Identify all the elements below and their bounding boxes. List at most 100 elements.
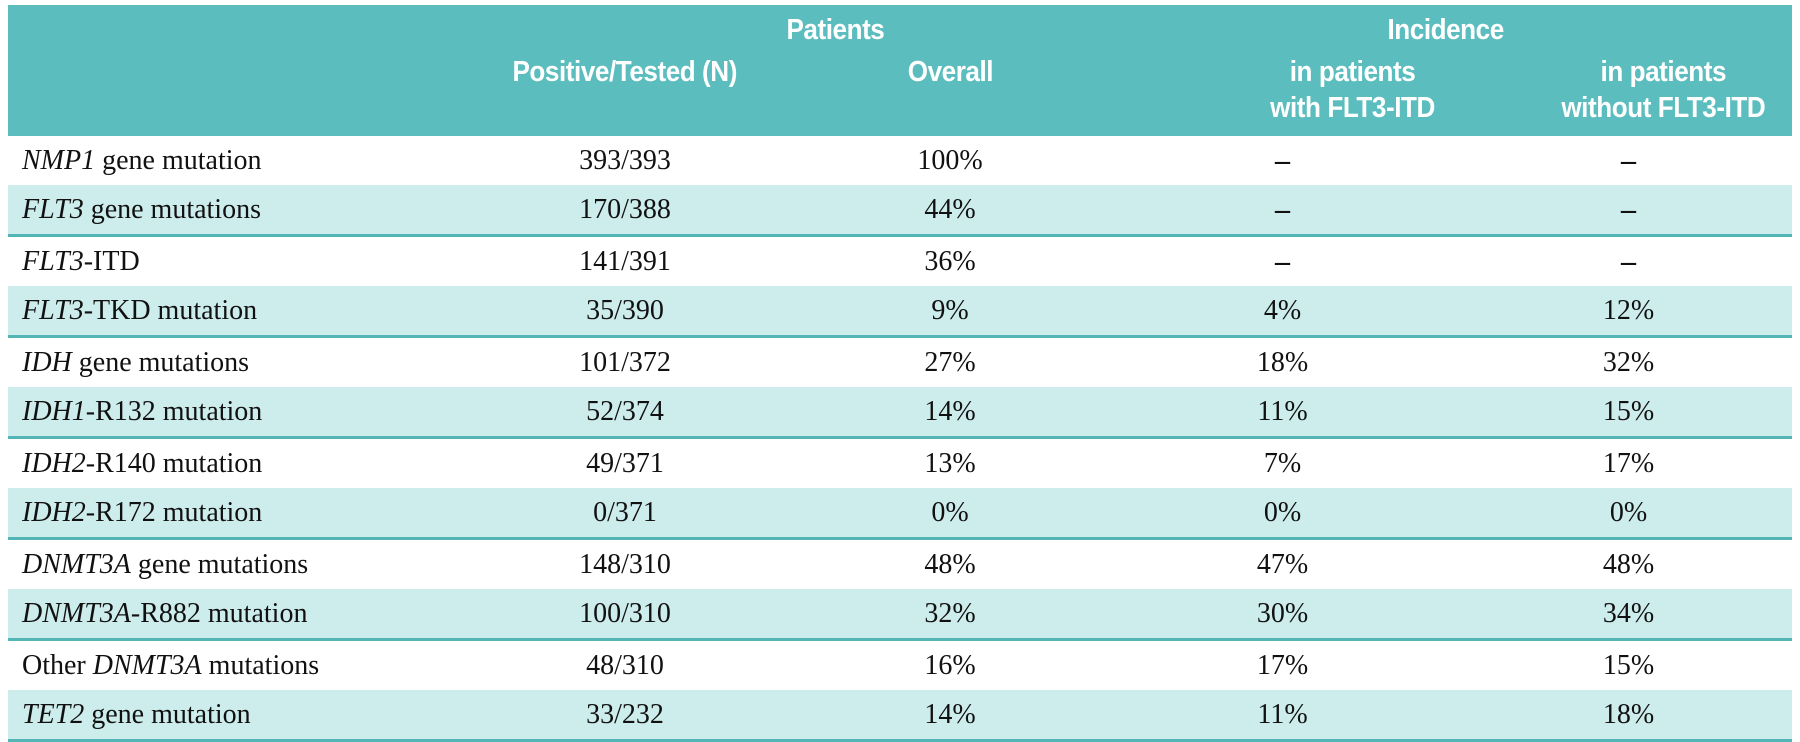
incidence-without-flt3-cell: 32% — [1465, 336, 1793, 387]
gene-symbol: IDH1 — [22, 395, 86, 427]
header-group-row: Patients Incidence — [8, 5, 1793, 54]
incidence-without-flt3-cell: 34% — [1465, 589, 1793, 641]
row-label: FLT3 gene mutations — [8, 185, 450, 237]
label-text: -ITD — [83, 245, 140, 277]
gene-symbol: FLT3 — [22, 245, 84, 277]
incidence-without-flt3-cell: 12% — [1465, 286, 1793, 338]
gene-symbol: DNMT3A — [22, 597, 131, 629]
label-text: -R172 mutation — [85, 496, 263, 528]
row-label: FLT3-ITD — [8, 235, 450, 286]
overall-cell: 9% — [800, 286, 1101, 338]
overall-cell: 100% — [800, 136, 1101, 185]
positive-tested-cell: 101/372 — [450, 336, 800, 387]
incidence-with-flt3-cell: 17% — [1100, 639, 1466, 690]
row-label: FLT3-TKD mutation — [8, 286, 450, 338]
table-row: NMP1 gene mutation 393/393 100% – – — [8, 136, 1793, 185]
incidence-without-flt3-cell: 17% — [1465, 437, 1793, 488]
row-label: DNMT3A-R882 mutation — [8, 589, 450, 641]
overall-cell: 27% — [800, 336, 1101, 387]
gene-symbol: IDH — [22, 346, 72, 378]
table-row: DNMT3A-R882 mutation 100/310 32% 30% 34% — [8, 589, 1793, 641]
col-header-overall: Overall — [800, 54, 1101, 136]
table-row: DNMT3A gene mutations 148/310 48% 47% 48% — [8, 538, 1793, 589]
mutation-incidence-table: Patients Incidence Positive/Tested (N) O… — [8, 5, 1793, 742]
incidence-without-flt3-cell: – — [1465, 185, 1793, 237]
incidence-with-flt3-cell: 4% — [1100, 286, 1466, 338]
col-header-with-flt3: in patients with FLT3-ITD — [1100, 54, 1466, 136]
label-text: gene mutations — [130, 548, 309, 580]
overall-cell: 14% — [800, 690, 1101, 742]
incidence-without-flt3-cell: 18% — [1465, 690, 1793, 742]
label-text: -R140 mutation — [85, 447, 263, 479]
label-text: mutations — [201, 649, 320, 681]
overall-cell: 32% — [800, 589, 1101, 641]
positive-tested-cell: 33/232 — [450, 690, 800, 742]
positive-tested-cell: 100/310 — [450, 589, 800, 641]
incidence-with-flt3-cell: 30% — [1100, 589, 1466, 641]
table-figure: Patients Incidence Positive/Tested (N) O… — [8, 5, 1793, 742]
row-label: TET2 gene mutation — [8, 690, 450, 742]
positive-tested-cell: 52/374 — [450, 387, 800, 439]
table-row: IDH gene mutations 101/372 27% 18% 32% — [8, 336, 1793, 387]
positive-tested-cell: 0/371 — [450, 488, 800, 540]
overall-cell: 14% — [800, 387, 1101, 439]
incidence-with-flt3-cell: 47% — [1100, 538, 1466, 589]
incidence-with-flt3-cell: – — [1100, 185, 1466, 237]
incidence-without-flt3-cell: – — [1465, 136, 1793, 185]
overall-cell: 36% — [800, 235, 1101, 286]
label-text: -R132 mutation — [85, 395, 263, 427]
patients-group-cell: Patients — [450, 5, 1101, 54]
gene-symbol: IDH2 — [22, 496, 86, 528]
positive-tested-cell: 170/388 — [450, 185, 800, 237]
overall-cell: 48% — [800, 538, 1101, 589]
table-row: FLT3-ITD 141/391 36% – – — [8, 235, 1793, 286]
incidence-with-flt3-cell: 11% — [1100, 387, 1466, 439]
gene-symbol: FLT3 — [22, 193, 84, 225]
overall-cell: 16% — [800, 639, 1101, 690]
positive-tested-cell: 48/310 — [450, 639, 800, 690]
gene-symbol: FLT3 — [22, 294, 84, 326]
row-label: NMP1 gene mutation — [8, 136, 450, 185]
patients-group-label: Patients — [786, 14, 884, 46]
positive-tested-cell: 148/310 — [450, 538, 800, 589]
incidence-without-flt3-cell: 0% — [1465, 488, 1793, 540]
incidence-without-flt3-cell: – — [1465, 235, 1793, 286]
incidence-group-cell: Incidence — [1100, 5, 1793, 54]
overall-cell: 0% — [800, 488, 1101, 540]
row-label: IDH2-R140 mutation — [8, 437, 450, 488]
incidence-without-flt3-cell: 48% — [1465, 538, 1793, 589]
label-text: gene mutations — [71, 346, 250, 378]
header-spacer-cell — [8, 54, 450, 136]
positive-tested-cell: 393/393 — [450, 136, 800, 185]
overall-cell: 13% — [800, 437, 1101, 488]
label-text: -R882 mutation — [130, 597, 308, 629]
table-row: IDH2-R140 mutation 49/371 13% 7% 17% — [8, 437, 1793, 488]
incidence-with-flt3-cell: 18% — [1100, 336, 1466, 387]
incidence-with-flt3-cell: 7% — [1100, 437, 1466, 488]
row-label: DNMT3A gene mutations — [8, 538, 450, 589]
positive-tested-cell: 141/391 — [450, 235, 800, 286]
row-label: Other DNMT3A mutations — [8, 639, 450, 690]
incidence-with-flt3-cell: 11% — [1100, 690, 1466, 742]
incidence-with-flt3-cell: – — [1100, 235, 1466, 286]
table-row: IDH2-R172 mutation 0/371 0% 0% 0% — [8, 488, 1793, 540]
label-text: -TKD mutation — [83, 294, 258, 326]
incidence-without-flt3-cell: 15% — [1465, 639, 1793, 690]
gene-symbol: DNMT3A — [22, 548, 131, 580]
table-body: NMP1 gene mutation 393/393 100% – – FLT3 gene… — [8, 136, 1793, 742]
header-column-row: Positive/Tested (N) Overall in patients w… — [8, 54, 1793, 136]
table-row: FLT3-TKD mutation 35/390 9% 4% 12% — [8, 286, 1793, 338]
gene-symbol: TET2 — [22, 698, 85, 730]
row-label: IDH2-R172 mutation — [8, 488, 450, 540]
label-text: gene mutation — [95, 144, 262, 176]
table-row: IDH1-R132 mutation 52/374 14% 11% 15% — [8, 387, 1793, 439]
col-header-without-flt3: in patients without FLT3-ITD — [1465, 54, 1793, 136]
row-label: IDH1-R132 mutation — [8, 387, 450, 439]
positive-tested-cell: 35/390 — [450, 286, 800, 338]
gene-symbol: DNMT3A — [92, 649, 202, 681]
table-row: Other DNMT3A mutations 48/310 16% 17% 15% — [8, 639, 1793, 690]
table-row: TET2 gene mutation 33/232 14% 11% 18% — [8, 690, 1793, 742]
incidence-without-flt3-cell: 15% — [1465, 387, 1793, 439]
gene-symbol: IDH2 — [22, 447, 86, 479]
label-text: gene mutations — [83, 193, 261, 225]
